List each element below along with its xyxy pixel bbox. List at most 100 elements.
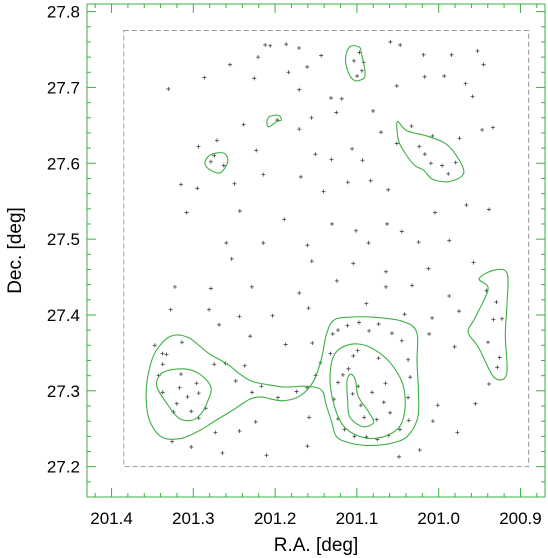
source-point xyxy=(170,439,175,444)
source-point xyxy=(350,391,355,396)
y-tick-label: 27.6 xyxy=(47,154,80,173)
source-point xyxy=(397,427,402,432)
source-point xyxy=(202,75,207,80)
source-point xyxy=(499,316,504,321)
source-point xyxy=(249,284,254,289)
source-point xyxy=(294,389,299,394)
source-point xyxy=(422,152,427,157)
source-point xyxy=(463,81,468,86)
x-tick-label: 201.3 xyxy=(172,509,215,528)
source-point xyxy=(370,390,375,395)
source-point xyxy=(228,62,233,67)
source-point xyxy=(168,307,173,312)
source-point xyxy=(495,365,500,370)
source-point xyxy=(196,144,201,149)
source-point xyxy=(383,381,388,386)
source-point xyxy=(212,153,217,158)
x-axis-title: R.A. [deg] xyxy=(274,535,359,556)
survey-boundary-rect xyxy=(123,30,530,468)
source-point xyxy=(386,187,391,192)
source-point xyxy=(455,430,460,435)
source-point xyxy=(432,210,437,215)
source-point xyxy=(417,447,422,452)
source-point xyxy=(471,260,476,265)
source-point xyxy=(259,384,264,389)
source-point xyxy=(409,124,414,129)
source-point xyxy=(383,284,388,289)
contour-line xyxy=(204,152,229,174)
source-point xyxy=(282,217,287,222)
source-point xyxy=(383,269,388,274)
y-axis-title: Dec. [deg] xyxy=(5,207,26,294)
source-point xyxy=(440,163,445,168)
source-point xyxy=(359,68,364,73)
source-point xyxy=(217,322,222,327)
source-point xyxy=(368,178,373,183)
source-point xyxy=(449,52,454,57)
source-point xyxy=(406,418,411,423)
x-tick-label: 201.1 xyxy=(336,509,379,528)
source-point xyxy=(319,53,324,58)
source-point xyxy=(213,430,218,435)
y-tick-label: 27.7 xyxy=(47,78,80,97)
source-point xyxy=(256,55,261,60)
source-point xyxy=(195,186,200,191)
contour-line xyxy=(266,114,282,128)
contour-line xyxy=(467,268,509,381)
source-point xyxy=(355,74,360,79)
y-tick-label: 27.3 xyxy=(47,382,80,401)
source-point xyxy=(196,391,201,396)
source-point xyxy=(237,429,242,434)
source-point xyxy=(233,378,238,383)
source-point xyxy=(358,403,363,408)
axis-tick-labels: 201.4 201.3 201.2 201.1 201.0 200.9 27.2 27.3 27… xyxy=(47,3,542,528)
source-point xyxy=(261,240,266,245)
contour-line xyxy=(145,316,420,447)
source-point xyxy=(297,290,302,295)
source-point xyxy=(353,228,358,233)
source-point xyxy=(355,348,360,353)
source-point xyxy=(379,130,384,135)
source-point xyxy=(286,70,291,75)
source-point xyxy=(394,141,399,146)
source-point xyxy=(329,221,334,226)
source-point xyxy=(350,146,355,151)
source-point xyxy=(208,286,213,291)
source-point xyxy=(381,400,386,405)
source-point xyxy=(270,313,275,318)
source-point xyxy=(298,174,303,179)
source-point xyxy=(184,210,189,215)
source-point xyxy=(351,353,356,358)
source-point xyxy=(321,189,326,194)
source-point xyxy=(427,331,432,336)
source-point xyxy=(435,403,440,408)
source-point xyxy=(179,340,184,345)
source-point xyxy=(452,344,457,349)
x-tick-label: 201.2 xyxy=(254,509,297,528)
source-point xyxy=(371,108,376,113)
source-point xyxy=(374,417,379,422)
source-point xyxy=(297,87,302,92)
source-point xyxy=(360,158,365,163)
source-point xyxy=(340,372,345,377)
source-point xyxy=(408,375,413,380)
y-tick-label: 27.8 xyxy=(47,3,80,22)
source-point xyxy=(417,144,422,149)
source-point xyxy=(376,322,381,327)
source-point xyxy=(284,42,289,47)
source-point xyxy=(351,261,356,266)
source-point xyxy=(376,356,381,361)
source-point xyxy=(357,320,362,325)
source-point xyxy=(328,351,333,356)
density-contours xyxy=(145,45,509,447)
source-point xyxy=(473,401,478,406)
source-point xyxy=(221,163,226,168)
source-point xyxy=(178,372,183,377)
source-point xyxy=(447,294,452,299)
source-point xyxy=(263,42,268,47)
plot-axes xyxy=(86,3,546,498)
source-point xyxy=(490,125,495,130)
source-point xyxy=(237,209,242,214)
source-point xyxy=(229,256,234,261)
